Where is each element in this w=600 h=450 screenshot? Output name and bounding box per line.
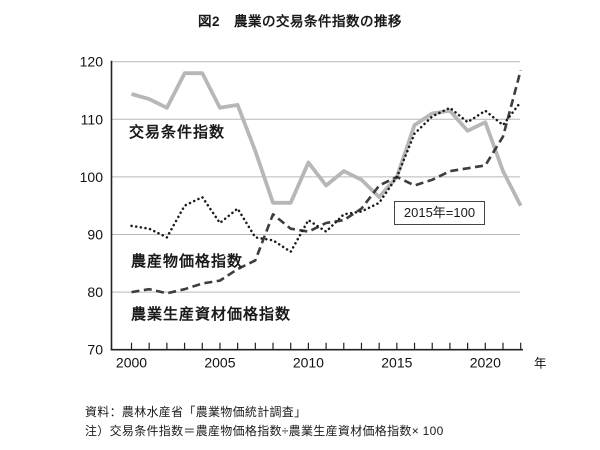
x-tick-label: 2010 — [293, 355, 324, 371]
series-line-product-price-index — [130, 100, 522, 254]
series-label-product-price-index: 農産物価格指数 — [131, 253, 244, 270]
y-tick-label: 70 — [87, 342, 103, 358]
x-tick-label: 2015 — [381, 355, 412, 371]
series-label-materials-price-index: 農業生産資材価格指数 — [131, 306, 292, 323]
x-tick-label: 2000 — [116, 355, 147, 371]
source-note: 資料：農林水産省「農業物価統計調査」 — [85, 405, 307, 419]
series-line-materials-price-index — [131, 69, 522, 295]
y-tick-label: 110 — [81, 111, 104, 127]
y-tick-label: 120 — [80, 54, 104, 70]
x-tick-label: 2020 — [470, 355, 501, 371]
chart-title: 図2 農業の交易条件指数の推移 — [197, 14, 402, 29]
x-tick-label: 2005 — [204, 355, 235, 371]
y-tick-label: 90 — [87, 227, 103, 243]
y-tick-label: 80 — [87, 284, 103, 300]
base-year-annotation: 2015年=100 — [394, 201, 485, 225]
y-tick-label: 100 — [80, 169, 104, 185]
series-line-trade-terms-index — [130, 71, 523, 207]
x-axis-unit-label: 年 — [534, 357, 547, 371]
definition-note: 注）交易条件指数＝農産物価格指数÷農業生産資材価格指数× 100 — [85, 424, 444, 438]
series-label-trade-terms-index: 交易条件指数 — [129, 124, 226, 141]
